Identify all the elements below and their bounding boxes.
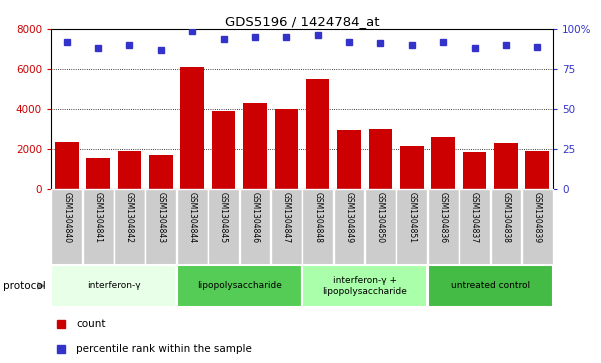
Text: GSM1304844: GSM1304844 xyxy=(188,192,197,243)
Text: GSM1304849: GSM1304849 xyxy=(344,192,353,243)
Bar xyxy=(463,152,486,189)
Bar xyxy=(428,189,459,265)
Text: GSM1304841: GSM1304841 xyxy=(94,192,103,243)
Bar xyxy=(400,146,424,189)
Bar xyxy=(494,143,517,189)
Bar xyxy=(55,142,79,189)
Text: GSM1304836: GSM1304836 xyxy=(439,192,448,243)
Bar xyxy=(87,158,110,189)
Text: GSM1304838: GSM1304838 xyxy=(501,192,510,243)
Bar xyxy=(365,189,396,265)
Bar xyxy=(490,189,521,265)
Text: interferon-γ +
lipopolysaccharide: interferon-γ + lipopolysaccharide xyxy=(322,276,407,295)
Bar xyxy=(275,109,298,189)
Bar xyxy=(149,155,172,189)
Text: interferon-γ: interferon-γ xyxy=(87,281,141,290)
Text: GSM1304846: GSM1304846 xyxy=(251,192,260,243)
Bar xyxy=(525,151,549,189)
Bar xyxy=(83,189,114,265)
Bar xyxy=(118,151,141,189)
Text: protocol: protocol xyxy=(3,281,46,291)
Bar xyxy=(522,189,552,265)
Bar xyxy=(302,189,333,265)
Text: percentile rank within the sample: percentile rank within the sample xyxy=(76,344,252,354)
Bar xyxy=(368,129,392,189)
Bar xyxy=(302,265,427,307)
Bar xyxy=(271,189,302,265)
Text: GSM1304847: GSM1304847 xyxy=(282,192,291,243)
Bar xyxy=(114,189,145,265)
Bar xyxy=(177,189,207,265)
Bar xyxy=(208,189,239,265)
Text: lipopolysaccharide: lipopolysaccharide xyxy=(197,281,282,290)
Text: GSM1304842: GSM1304842 xyxy=(125,192,134,243)
Bar xyxy=(145,189,176,265)
Text: GSM1304845: GSM1304845 xyxy=(219,192,228,243)
Bar xyxy=(52,265,176,307)
Text: untreated control: untreated control xyxy=(451,281,529,290)
Bar xyxy=(334,189,364,265)
Bar xyxy=(459,189,490,265)
Bar xyxy=(337,130,361,189)
Text: GSM1304843: GSM1304843 xyxy=(156,192,165,243)
Bar xyxy=(240,189,270,265)
Text: GSM1304837: GSM1304837 xyxy=(470,192,479,243)
Text: GSM1304840: GSM1304840 xyxy=(63,192,72,243)
Bar xyxy=(243,103,267,189)
Bar xyxy=(177,265,302,307)
Bar xyxy=(428,265,552,307)
Bar xyxy=(52,189,82,265)
Bar xyxy=(306,79,329,189)
Text: count: count xyxy=(76,319,106,329)
Text: GSM1304839: GSM1304839 xyxy=(532,192,542,243)
Text: GSM1304851: GSM1304851 xyxy=(407,192,416,243)
Bar xyxy=(432,137,455,189)
Bar xyxy=(212,111,236,189)
Title: GDS5196 / 1424784_at: GDS5196 / 1424784_at xyxy=(225,15,379,28)
Bar xyxy=(397,189,427,265)
Text: GSM1304848: GSM1304848 xyxy=(313,192,322,243)
Text: GSM1304850: GSM1304850 xyxy=(376,192,385,243)
Bar xyxy=(180,67,204,189)
